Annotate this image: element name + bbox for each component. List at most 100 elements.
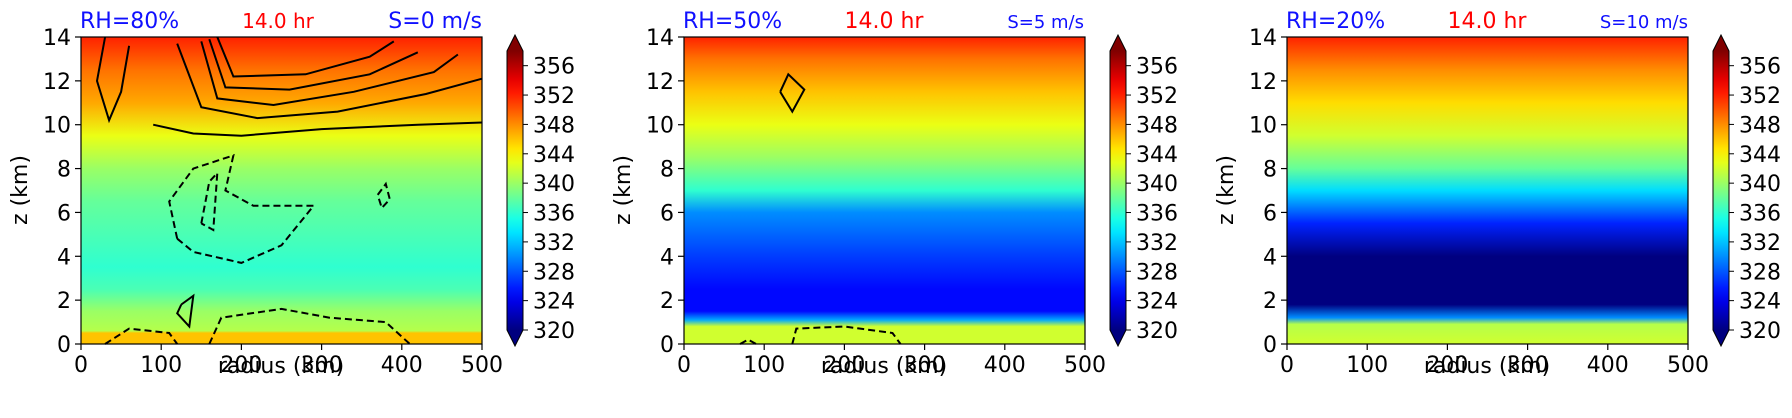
- contour-solid: [216, 36, 395, 78]
- x-tick-label: 300: [301, 353, 343, 378]
- x-tick-label: 400: [1587, 353, 1629, 378]
- colorbar-tick-label: 340: [1739, 172, 1781, 197]
- panel-title-right: S=5 m/s: [1007, 12, 1084, 33]
- contour-dashed: [739, 338, 757, 345]
- colorbar-tick-label: 332: [533, 231, 575, 256]
- colorbar-tick-label: 340: [1136, 172, 1178, 197]
- x-tick-label: 500: [1064, 353, 1106, 378]
- colorbar-tick-label: 336: [1739, 202, 1781, 227]
- colorbar-tick-label: 324: [533, 290, 575, 315]
- plot-frame: [683, 36, 1086, 345]
- x-tick-label: 500: [1667, 353, 1709, 378]
- colorbar-tick-label: 344: [533, 143, 575, 168]
- contour-solid: [200, 41, 459, 107]
- y-tick-label: 4: [660, 245, 674, 270]
- panel-title-left: RH=50%: [683, 9, 782, 34]
- x-tick-label: 0: [74, 353, 88, 378]
- plot-frame: [80, 36, 483, 345]
- colorbar-tick-label: 352: [533, 84, 575, 109]
- contour-solid: [95, 36, 131, 124]
- colorbar-tick-label: 352: [1739, 84, 1781, 109]
- colorbar-tick-label: 332: [1739, 231, 1781, 256]
- x-tick-label: 100: [1346, 353, 1388, 378]
- colorbar-tick-label: 348: [1136, 113, 1178, 138]
- y-tick-label: 6: [57, 201, 71, 226]
- y-tick-label: 10: [1249, 114, 1277, 139]
- panel-title-center: 14.0 hr: [242, 9, 315, 33]
- y-tick-label: 4: [57, 245, 71, 270]
- x-tick-label: 400: [381, 353, 423, 378]
- panel-title-center: 14.0 hr: [845, 9, 925, 34]
- panel-title-center: 14.0 hr: [1448, 9, 1528, 34]
- contour-dashed: [208, 307, 411, 345]
- colorbar-tick-label: 356: [1739, 55, 1781, 80]
- contour-dashed: [104, 327, 179, 345]
- colorbar-tick-label: 340: [533, 172, 575, 197]
- colorbar-tick-label: 356: [533, 55, 575, 80]
- y-axis-label: z (km): [8, 155, 33, 225]
- contour-solid: [176, 43, 483, 120]
- colorbar-extend-max: [1713, 35, 1729, 51]
- panel-rh20: RH=20% 14.0 hr S=10 m/s radius (km) z (k…: [1214, 9, 1781, 379]
- colorbar: [507, 51, 523, 330]
- x-tick-label: 300: [1507, 353, 1549, 378]
- colorbar: [1110, 51, 1126, 330]
- x-tick-label: 100: [140, 353, 182, 378]
- contour-solid: [176, 293, 195, 329]
- y-tick-label: 12: [43, 70, 71, 95]
- y-tick-label: 14: [646, 26, 674, 51]
- x-axis-label: radius (km): [218, 354, 344, 379]
- colorbar-tick-label: 336: [1136, 202, 1178, 227]
- x-tick-label: 200: [1426, 353, 1468, 378]
- heatmap-field: [1287, 37, 1688, 344]
- heatmap-field: [81, 37, 482, 344]
- colorbar-extend-min: [507, 330, 523, 346]
- colorbar-tick-label: 348: [533, 113, 575, 138]
- panel-title-right: S=10 m/s: [1600, 12, 1688, 33]
- x-tick-label: 0: [677, 353, 691, 378]
- colorbar-extend-min: [1110, 330, 1126, 346]
- x-tick-label: 200: [220, 353, 262, 378]
- y-tick-label: 10: [43, 114, 71, 139]
- y-axis-label: z (km): [1214, 155, 1239, 225]
- colorbar-tick-label: 324: [1136, 290, 1178, 315]
- colorbar-tick-label: 320: [1136, 319, 1178, 344]
- colorbar-tick-label: 332: [1136, 231, 1178, 256]
- contour-solid: [779, 72, 806, 114]
- y-tick-label: 0: [660, 333, 674, 358]
- y-tick-label: 14: [43, 26, 71, 51]
- x-tick-label: 500: [461, 353, 503, 378]
- colorbar-extend-min: [1713, 330, 1729, 346]
- y-tick-label: 8: [57, 158, 71, 183]
- panel-rh80: RH=80% 14.0 hr S=0 m/s radius (km) z (km…: [8, 9, 575, 379]
- y-tick-label: 6: [1263, 201, 1277, 226]
- y-tick-label: 12: [1249, 70, 1277, 95]
- x-tick-label: 100: [743, 353, 785, 378]
- colorbar-extend-max: [507, 35, 523, 51]
- y-tick-label: 4: [1263, 245, 1277, 270]
- x-axis-label: radius (km): [821, 354, 947, 379]
- colorbar: [1713, 51, 1729, 330]
- contour-dashed: [168, 153, 316, 264]
- colorbar-tick-label: 344: [1739, 143, 1781, 168]
- y-tick-label: 6: [660, 201, 674, 226]
- colorbar-tick-label: 320: [533, 319, 575, 344]
- y-tick-label: 2: [660, 289, 674, 314]
- y-tick-label: 0: [57, 333, 71, 358]
- y-axis-label: z (km): [611, 155, 636, 225]
- colorbar-tick-label: 320: [1739, 319, 1781, 344]
- colorbar-tick-label: 328: [1739, 260, 1781, 285]
- x-tick-label: 400: [984, 353, 1026, 378]
- y-tick-label: 2: [57, 289, 71, 314]
- colorbar-tick-label: 336: [533, 202, 575, 227]
- panel-title-left: RH=80%: [80, 9, 179, 34]
- colorbar-tick-label: 344: [1136, 143, 1178, 168]
- y-tick-label: 8: [1263, 158, 1277, 183]
- x-tick-label: 200: [823, 353, 865, 378]
- panel-title-left: RH=20%: [1286, 9, 1385, 34]
- colorbar-tick-label: 328: [1136, 260, 1178, 285]
- contour-solid: [152, 121, 483, 137]
- contour-dashed: [200, 170, 219, 232]
- colorbar-tick-label: 324: [1739, 290, 1781, 315]
